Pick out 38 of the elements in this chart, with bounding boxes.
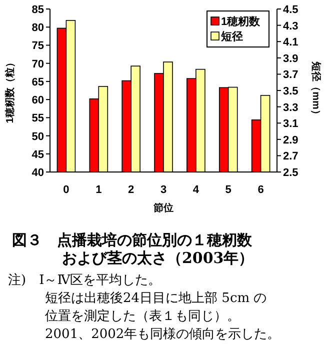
x-tick-label: 6 xyxy=(258,184,264,196)
x-tick-label: 5 xyxy=(225,184,232,196)
y-tick-label: 75 xyxy=(32,40,44,52)
y2-tick-label: 4.1 xyxy=(283,36,298,49)
y-tick-label: 40 xyxy=(32,167,44,179)
y-tick-label: 65 xyxy=(32,76,44,88)
y-tick-label: 45 xyxy=(32,148,44,161)
y2-tick-label: 2.5 xyxy=(283,167,298,179)
y2-tick-label: 4.5 xyxy=(283,4,298,16)
y2-axis-title: 短径（mm） xyxy=(310,60,322,120)
text: 位置を測定した（表１も同じ）。 xyxy=(45,309,240,324)
y-axis-title: 1穂籾数（粒） xyxy=(4,58,16,124)
x-tick-label: 2 xyxy=(128,184,134,196)
y2-tick-label: 3.3 xyxy=(283,102,298,114)
y2-tick-label: 3.5 xyxy=(283,86,298,98)
y2-tick-label: 4.3 xyxy=(283,20,298,32)
y-tick-label: 60 xyxy=(32,94,44,107)
x-tick-label: 1 xyxy=(96,184,102,196)
text: 注) Ⅰ～Ⅳ区を平均した。 xyxy=(8,273,162,288)
x-tick-label: 3 xyxy=(160,184,167,196)
x-tick-label: 4 xyxy=(192,184,200,196)
x-axis-title: 節位 xyxy=(152,202,174,214)
text: 2001、2002年も同様の傾向を示した。 xyxy=(45,327,280,342)
y2-tick-label: 3.7 xyxy=(283,69,298,82)
y2-tick-label: 3.1 xyxy=(283,118,298,130)
x-tick-label: 0 xyxy=(63,184,70,196)
y-tick-label: 50 xyxy=(32,130,44,143)
y-tick-label: 55 xyxy=(32,112,44,125)
legend-label: 短径 xyxy=(220,30,243,43)
legend-label: 1穂籾数 xyxy=(221,15,262,28)
y-tick-label: 70 xyxy=(32,58,44,70)
y2-tick-label: 2.9 xyxy=(283,134,298,146)
y2-tick-label: 2.7 xyxy=(283,150,298,163)
y-tick-label: 80 xyxy=(32,22,44,34)
text: 短径は出穂後24日目に地上部 5cm の xyxy=(45,291,267,306)
text: 図３ 点播栽培の節位別の１穂籾数および茎の太さ（2003年） xyxy=(12,231,254,267)
y2-tick-label: 3.9 xyxy=(283,52,298,65)
y-tick-label: 85 xyxy=(32,4,44,16)
